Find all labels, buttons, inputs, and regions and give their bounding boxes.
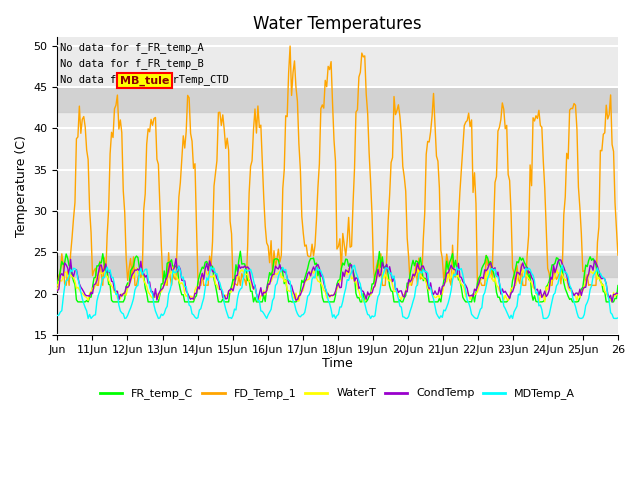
WaterT xyxy=(90,286,98,292)
Text: No data for f_FR_temp_B: No data for f_FR_temp_B xyxy=(60,58,204,69)
Bar xyxy=(58,256,618,277)
FD_Temp_1 xyxy=(90,268,98,274)
MDTemp_A xyxy=(92,312,99,318)
FD_Temp_1 xyxy=(538,124,546,130)
FD_Temp_1 xyxy=(72,136,80,142)
FR_temp_C xyxy=(345,264,353,269)
WaterT xyxy=(72,286,80,291)
Text: No data for f_FR_temp_A: No data for f_FR_temp_A xyxy=(60,42,204,53)
FR_temp_C xyxy=(74,299,82,305)
Text: MB_tule: MB_tule xyxy=(120,75,169,85)
CondTemp xyxy=(614,291,622,297)
FD_Temp_1 xyxy=(54,282,61,288)
Line: FR_temp_C: FR_temp_C xyxy=(58,251,618,302)
CondTemp xyxy=(454,261,462,266)
MDTemp_A xyxy=(559,263,566,268)
FD_Temp_1 xyxy=(343,238,351,244)
WaterT xyxy=(614,291,622,297)
MDTemp_A xyxy=(612,315,620,321)
FR_temp_C xyxy=(612,296,620,301)
FR_temp_C xyxy=(237,248,244,254)
Title: Water Temperatures: Water Temperatures xyxy=(253,15,422,33)
WaterT xyxy=(343,272,351,277)
MDTemp_A xyxy=(454,267,462,273)
FR_temp_C xyxy=(92,274,99,280)
FR_temp_C xyxy=(540,299,547,304)
WaterT xyxy=(54,288,61,293)
FD_Temp_1 xyxy=(454,219,462,225)
FR_temp_C xyxy=(456,277,464,283)
Line: MDTemp_A: MDTemp_A xyxy=(58,265,618,318)
CondTemp xyxy=(72,267,80,273)
CondTemp xyxy=(608,299,616,305)
CondTemp xyxy=(612,290,620,296)
CondTemp xyxy=(538,295,546,300)
WaterT xyxy=(612,291,620,297)
FR_temp_C xyxy=(54,280,61,286)
MDTemp_A xyxy=(614,315,622,321)
Line: WaterT: WaterT xyxy=(58,267,618,302)
CondTemp xyxy=(343,268,351,274)
FD_Temp_1 xyxy=(286,43,294,49)
FD_Temp_1 xyxy=(614,252,622,258)
CondTemp xyxy=(172,256,180,262)
WaterT xyxy=(169,264,177,270)
FR_temp_C xyxy=(614,283,622,288)
X-axis label: Time: Time xyxy=(323,358,353,371)
FD_Temp_1 xyxy=(611,200,619,205)
Y-axis label: Temperature (C): Temperature (C) xyxy=(15,135,28,237)
Line: CondTemp: CondTemp xyxy=(58,259,618,302)
FR_temp_C xyxy=(72,297,80,303)
Text: No data for f_WaterTemp_CTD: No data for f_WaterTemp_CTD xyxy=(60,74,229,85)
CondTemp xyxy=(90,282,98,288)
WaterT xyxy=(540,291,547,297)
Line: FD_Temp_1: FD_Temp_1 xyxy=(58,46,618,285)
CondTemp xyxy=(54,288,61,293)
Legend: FR_temp_C, FD_Temp_1, WaterT, CondTemp, MDTemp_A: FR_temp_C, FD_Temp_1, WaterT, CondTemp, … xyxy=(95,384,580,404)
MDTemp_A xyxy=(343,277,351,283)
MDTemp_A xyxy=(538,307,546,312)
MDTemp_A xyxy=(54,312,61,318)
Bar xyxy=(58,87,618,112)
MDTemp_A xyxy=(84,315,92,321)
MDTemp_A xyxy=(72,268,80,274)
WaterT xyxy=(360,299,367,305)
WaterT xyxy=(456,278,464,284)
